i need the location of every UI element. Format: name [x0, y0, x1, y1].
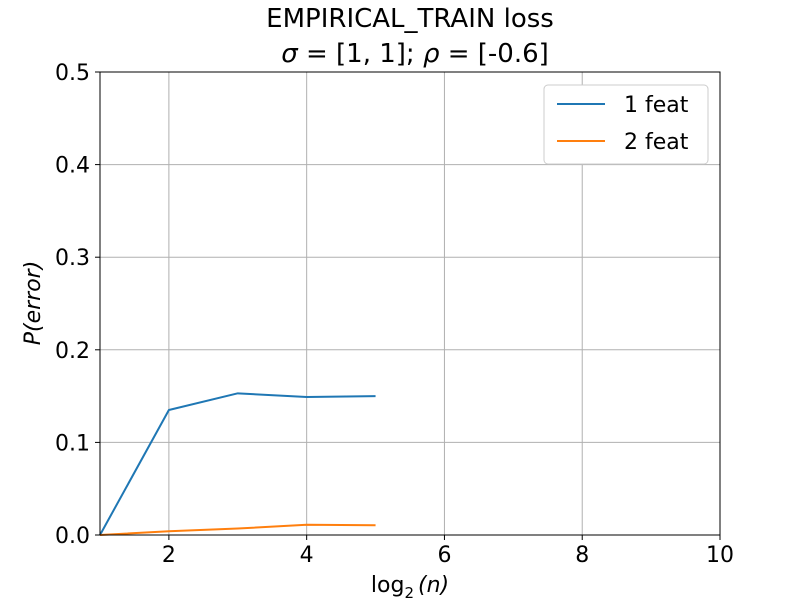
x-tick-label: 8 [575, 543, 589, 568]
y-tick-label: 0.0 [55, 524, 90, 549]
legend-label-1-feat: 1 feat [624, 93, 689, 118]
series-line-2-feat [99, 523, 376, 536]
y-tick-label: 0.3 [55, 246, 90, 271]
x-tick-label: 6 [437, 543, 451, 568]
y-tick-label: 0.2 [55, 339, 90, 364]
y-tick-label: 0.5 [55, 61, 90, 86]
y-axis-label: P(error) [21, 261, 46, 346]
x-tick-label: 10 [706, 543, 734, 568]
plot-frame [99, 71, 721, 536]
y-tick-label: 0.1 [55, 431, 90, 456]
legend: 1 feat 2 feat [543, 84, 709, 165]
x-axis-label-log: log [371, 573, 405, 598]
sigma-value: = [1, 1]; [298, 39, 423, 69]
series-line-1-feat [99, 392, 376, 536]
legend-label-2-feat: 2 feat [624, 130, 689, 155]
sigma-symbol: σ [281, 39, 299, 69]
rho-value: = [-0.6] [439, 39, 548, 69]
x-tick-label: 2 [162, 543, 176, 568]
x-axis-label-arg: (n) [418, 573, 449, 598]
x-tick-label: 4 [300, 543, 314, 568]
y-tick-label: 0.4 [55, 154, 90, 179]
series-lines [99, 392, 376, 536]
rho-symbol: ρ [423, 39, 440, 69]
chart-subtitle: σ = [1, 1]; ρ = [-0.6] [281, 39, 549, 69]
x-axis-label-base: 2 [404, 584, 414, 600]
chart-title: EMPIRICAL_TRAIN loss [266, 4, 554, 34]
x-axis-label: log2 (n) [371, 573, 449, 600]
axis-ticks: 2 4 6 8 10 0.0 0.1 0.2 0.3 0.4 0.5 [55, 61, 734, 568]
